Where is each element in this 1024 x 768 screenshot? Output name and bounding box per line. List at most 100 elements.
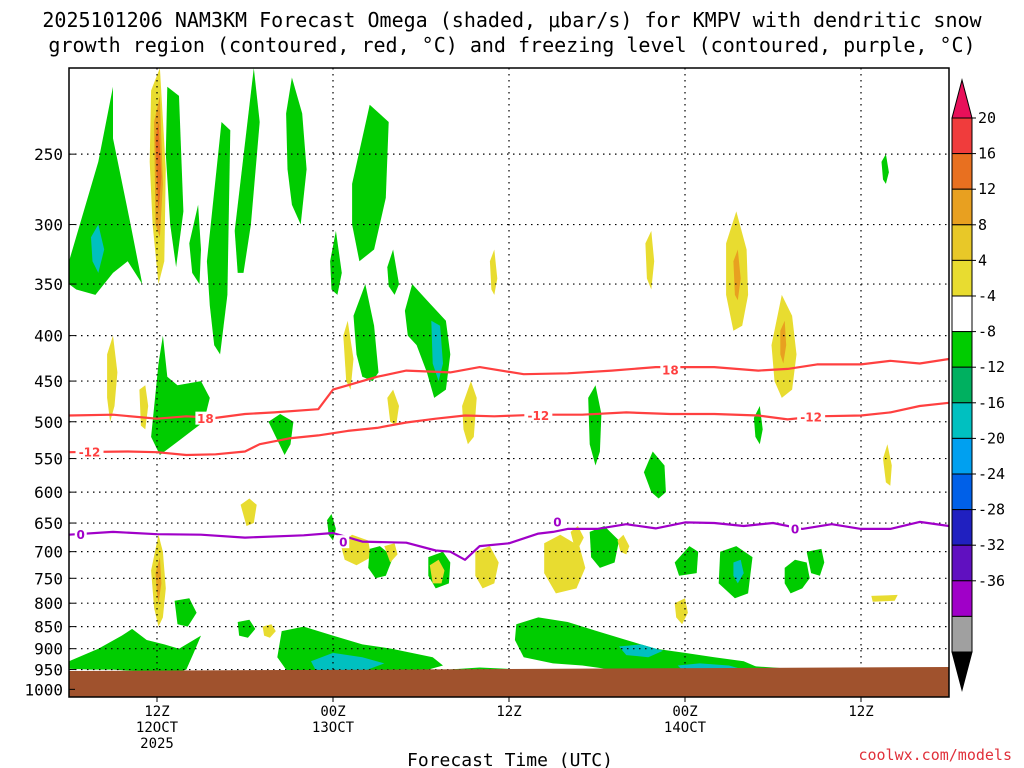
- omega-region-33: [881, 154, 889, 184]
- contour-dgz_minus18: [69, 357, 949, 420]
- colorbar-label-4: 4: [978, 251, 987, 269]
- contour-label-bg: [551, 514, 564, 528]
- omega-region-65: [174, 598, 197, 627]
- ytick-label-850: 850: [34, 618, 63, 637]
- contour-label-bg: [337, 535, 350, 549]
- colorbar-label-2: 12: [978, 180, 996, 198]
- xtick-label-18-0: 00Z: [320, 704, 345, 720]
- colorbar-label-11: -28: [978, 501, 1005, 519]
- omega-region-18: [151, 335, 210, 455]
- ytick-label-400: 400: [34, 327, 63, 346]
- ytick-label-550: 550: [34, 450, 63, 469]
- omega-region-25: [645, 230, 655, 290]
- ytick-label-500: 500: [34, 413, 63, 432]
- plot-background: [69, 68, 949, 697]
- colorbar-label-7: -12: [978, 358, 1005, 376]
- ytick-label-250: 250: [34, 145, 63, 164]
- omega-region-14: [431, 320, 443, 382]
- ytick-label-800: 800: [34, 594, 63, 613]
- colorbar-swatch-4: [951, 259, 973, 297]
- contour-label-freezing_0C-1: 0: [339, 536, 347, 550]
- omega-region-64: [237, 619, 256, 638]
- omega-region-36: [155, 557, 162, 604]
- omega-region-7: [206, 122, 231, 355]
- colorbar: 20 16 12 8 4 -4 -8 -12 -16 -20 -24 -28 -32 -36: [951, 78, 1005, 692]
- colorbar-swatch-14: [951, 615, 973, 653]
- colorbar-bottom-arrow: [951, 651, 973, 692]
- colorbar-label-3: 8: [978, 216, 987, 234]
- omega-region-8: [234, 68, 260, 273]
- ytick-label-600: 600: [34, 483, 63, 502]
- ytick-label-700: 700: [34, 543, 63, 562]
- omega-region-6: [189, 204, 201, 285]
- colorbar-swatch-13: [951, 580, 973, 617]
- ytick-label-900: 900: [34, 640, 63, 659]
- omega-region-44: [544, 534, 586, 594]
- ytick-label-1000: 1000: [24, 680, 63, 699]
- chart-title-line2: growth region (contoured, red, °C) and f…: [48, 33, 975, 57]
- omega-region-19: [268, 414, 294, 455]
- omega-region-42: [429, 559, 445, 584]
- colorbar-label-10: -24: [978, 465, 1005, 483]
- omega-region-5: [155, 122, 162, 212]
- xtick-label-54-0: 12Z: [848, 704, 873, 720]
- omega-region-48: [674, 546, 699, 576]
- xtick-label-6-2: 2025: [140, 736, 174, 752]
- colorbar-swatch-10: [951, 473, 973, 511]
- contour-label-dgz_minus12-2: -12: [800, 411, 822, 425]
- xtick-label-18-1: 13OCT: [312, 720, 355, 736]
- ytick-label-750: 750: [34, 569, 63, 588]
- omega-region-2: [165, 86, 184, 268]
- colorbar-swatch-5: [951, 295, 973, 333]
- contour-label-freezing_0C-0: 0: [77, 528, 85, 542]
- omega-region-43: [475, 546, 499, 589]
- contour-label-dgz_minus12-0: -12: [79, 446, 101, 460]
- xtick-label-42-1: 14OCT: [664, 720, 707, 736]
- contour-label-bg: [524, 408, 553, 422]
- omega-region-63: [262, 624, 276, 638]
- contour-label-freezing_0C-2: 0: [553, 515, 561, 529]
- omega-region-12: [387, 249, 399, 295]
- ytick-label-300: 300: [34, 216, 63, 235]
- ytick-label-950: 950: [34, 661, 63, 680]
- omega-shading: [69, 68, 898, 678]
- omega-region-21: [343, 320, 354, 390]
- contour-label-dgz_minus18-0: 18: [662, 363, 679, 377]
- contour-label-dgz_minus12-1: -12: [527, 409, 549, 423]
- omega-region-54: [871, 594, 898, 602]
- terrain-ground: [69, 667, 949, 697]
- colorbar-swatch-8: [951, 402, 973, 439]
- contour-label-bg: [74, 527, 87, 541]
- omega-region-51: [784, 559, 810, 594]
- colorbar-label-5: -4: [978, 287, 996, 305]
- contour-freezing_0C: [69, 520, 949, 561]
- omega-region-32: [883, 444, 892, 486]
- omega-region-22: [387, 389, 399, 426]
- contour-label-bg: [660, 362, 681, 376]
- omega-region-39: [368, 546, 394, 579]
- contour-label-bg: [797, 410, 826, 424]
- omega-region-45: [570, 526, 584, 547]
- colorbar-swatch-1: [951, 153, 973, 190]
- colorbar-swatch-12: [951, 544, 973, 582]
- contour-label-dgz_minus18-1: 18: [197, 412, 214, 426]
- chart-title-line1: 2025101206 NAM3KM Forecast Omega (shaded…: [42, 8, 982, 32]
- plot-area: 18 18 -12 -12 -12 0 0 0 0: [69, 68, 949, 697]
- omega-region-34: [643, 451, 666, 499]
- xtick-label-6-0: 12Z: [144, 704, 169, 720]
- ytick-label-650: 650: [34, 514, 63, 533]
- omega-region-47: [617, 534, 630, 555]
- omega-region-15: [353, 284, 379, 382]
- colorbar-swatch-9: [951, 437, 973, 475]
- colorbar-label-6: -8: [978, 323, 996, 341]
- credit-text: coolwx.com/models: [858, 746, 1012, 764]
- omega-region-40: [384, 543, 398, 563]
- colorbar-top-arrow: [951, 78, 973, 119]
- contour-label-freezing_0C-3: 0: [791, 522, 799, 536]
- omega-region-57: [311, 652, 385, 674]
- colorbar-label-13: -36: [978, 572, 1005, 590]
- xtick-label-30-0: 12Z: [496, 704, 521, 720]
- colorbar-label-0: 20: [978, 109, 996, 127]
